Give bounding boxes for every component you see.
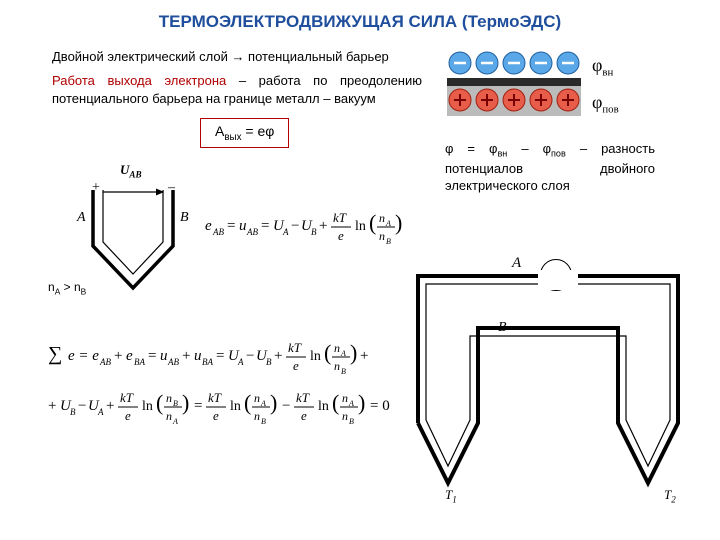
svg-text:(: (: [332, 390, 339, 415]
svg-text:kT: kT: [296, 390, 310, 405]
svg-text:=: =: [261, 218, 269, 234]
svg-text:e: e: [293, 358, 299, 373]
svg-text:B: B: [311, 227, 317, 237]
phi-def: φ = φвн – φпов – разность потенциалов дв…: [445, 140, 655, 195]
svg-text:): ): [270, 390, 277, 415]
line1: Двойной электрический слой → потенциальн…: [52, 48, 422, 66]
svg-text:=: =: [194, 398, 202, 414]
svg-text:AB: AB: [99, 357, 111, 367]
svg-text:= 0: = 0: [370, 398, 390, 414]
eq-eab: e AB = u AB = U A − U B + kT e ln ( n A …: [205, 205, 435, 250]
svg-text:e: e: [205, 218, 212, 234]
svg-text:(: (: [156, 390, 163, 415]
eq-sum: ∑ e = e AB + e BA = u AB + u BA = U A − …: [48, 335, 448, 445]
svg-text:n: n: [342, 409, 348, 423]
svg-text:B: B: [266, 357, 272, 367]
svg-text:): ): [395, 210, 402, 235]
uab-label: UAB: [120, 162, 142, 180]
svg-text:=: =: [227, 218, 235, 234]
svg-text:B: B: [386, 237, 391, 246]
line2-red: Работа выхода электрона: [52, 73, 226, 88]
svg-text:e: e: [126, 348, 133, 364]
right-circuit: [398, 268, 698, 503]
svg-text:e: e: [338, 228, 344, 243]
svg-text:+: +: [360, 348, 368, 364]
svg-text:A: A: [237, 357, 244, 367]
svg-text:+: +: [114, 348, 122, 364]
svg-text:=: =: [216, 348, 224, 364]
svg-text:u: u: [194, 348, 202, 364]
svg-text:B: B: [261, 417, 266, 426]
svg-text:BA: BA: [134, 357, 145, 367]
svg-text:n: n: [166, 409, 172, 423]
svg-text:n: n: [379, 229, 385, 243]
svg-text:u: u: [160, 348, 168, 364]
svg-text:ln: ln: [318, 399, 329, 414]
n-cond: nA > nB: [48, 280, 86, 296]
page-title: ТЕРМОЭЛЕКТРОДВИЖУЩАЯ СИЛА (ТермоЭДС): [0, 0, 720, 32]
svg-text:e: e: [213, 408, 219, 423]
svg-text:e: e: [301, 408, 307, 423]
svg-text:+: +: [106, 398, 114, 414]
svg-text:AB: AB: [167, 357, 179, 367]
line2: Работа выхода электрона – работа по прео…: [52, 72, 422, 107]
svg-text:BA: BA: [202, 357, 213, 367]
phi-pov-label: φпов: [592, 92, 619, 116]
svg-text:B: B: [70, 407, 76, 417]
svg-text:ln: ln: [230, 399, 241, 414]
svg-text:n: n: [334, 341, 340, 355]
phi-vn-label: φвн: [592, 55, 613, 79]
svg-text:−: −: [246, 348, 254, 364]
svg-text:+: +: [274, 348, 282, 364]
svg-text:+: +: [182, 348, 190, 364]
svg-text:): ): [350, 340, 357, 365]
formula-box: Aвых = eφ: [200, 118, 289, 148]
svg-text:): ): [182, 390, 189, 415]
left-circuit: [85, 178, 185, 298]
svg-text:=: =: [148, 348, 156, 364]
svg-text:n: n: [254, 409, 260, 423]
svg-text:ln: ln: [142, 399, 153, 414]
svg-text:A: A: [172, 417, 178, 426]
svg-text:+: +: [48, 398, 56, 414]
svg-text:n: n: [342, 391, 348, 405]
svg-text:(: (: [244, 390, 251, 415]
svg-text:kT: kT: [333, 210, 347, 225]
svg-text:ln: ln: [355, 219, 366, 234]
svg-text:(: (: [369, 210, 376, 235]
svg-text:kT: kT: [120, 390, 134, 405]
svg-text:∑: ∑: [48, 343, 62, 365]
svg-text:−: −: [282, 398, 290, 414]
svg-text:ln: ln: [310, 349, 321, 364]
svg-text:n: n: [334, 359, 340, 373]
svg-text:AB: AB: [212, 227, 224, 237]
svg-text:+: +: [319, 218, 327, 234]
svg-text:kT: kT: [208, 390, 222, 405]
svg-text:−: −: [78, 398, 86, 414]
svg-text:−: −: [291, 218, 299, 234]
svg-text:e: e: [125, 408, 131, 423]
svg-text:): ): [358, 390, 365, 415]
svg-text:n: n: [379, 211, 385, 225]
svg-text:e = e: e = e: [68, 348, 99, 364]
svg-text:B: B: [349, 417, 354, 426]
svg-text:A: A: [97, 407, 104, 417]
svg-text:A: A: [282, 227, 289, 237]
svg-text:n: n: [166, 391, 172, 405]
svg-text:u: u: [239, 218, 247, 234]
svg-text:kT: kT: [288, 340, 302, 355]
svg-text:B: B: [341, 367, 346, 376]
svg-text:(: (: [324, 340, 331, 365]
svg-text:n: n: [254, 391, 260, 405]
svg-text:AB: AB: [246, 227, 258, 237]
